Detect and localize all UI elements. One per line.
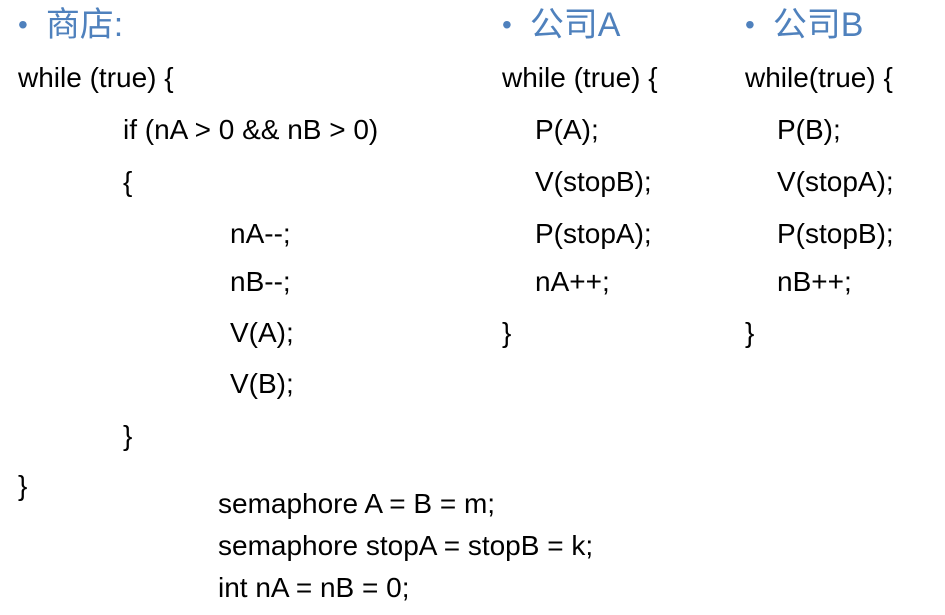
company-b-title: 公司B (772, 6, 864, 44)
store-heading: • 商店: (18, 0, 123, 50)
declaration-line: int nA = nB = 0; (218, 572, 410, 603)
code-line: while (true) { (502, 62, 658, 93)
bullet-icon: • (18, 9, 28, 40)
company-a-heading: • 公司A (502, 0, 621, 50)
code-line: V(A); (230, 317, 294, 348)
code-line: P(A); (535, 114, 599, 145)
declaration-line: semaphore A = B = m; (218, 488, 496, 519)
code-line: if (nA > 0 && nB > 0) (123, 114, 379, 145)
code-line: V(B); (230, 368, 294, 399)
code-line: nB++; (777, 266, 852, 297)
code-line: } (745, 317, 755, 348)
code-line: { (123, 166, 133, 197)
store-title: 商店: (45, 6, 124, 44)
company-b-heading: • 公司B (745, 0, 864, 50)
code-line: P(B); (777, 114, 841, 145)
code-line: } (502, 317, 512, 348)
code-line: while(true) { (745, 62, 893, 93)
code-line: P(stopA); (535, 218, 652, 249)
code-line: while (true) { (18, 62, 174, 93)
company-a-title: 公司A (529, 6, 621, 44)
declaration-line: semaphore stopA = stopB = k; (218, 530, 594, 561)
code-line: V(stopB); (535, 166, 652, 197)
code-line: } (18, 470, 28, 501)
code-line: V(stopA); (777, 166, 894, 197)
code-line: nB--; (230, 266, 291, 297)
code-line: nA++; (535, 266, 610, 297)
code-line: P(stopB); (777, 218, 894, 249)
bullet-icon: • (502, 9, 512, 40)
bullet-icon: • (745, 9, 755, 40)
code-line: nA--; (230, 218, 291, 249)
code-line: } (123, 420, 133, 451)
